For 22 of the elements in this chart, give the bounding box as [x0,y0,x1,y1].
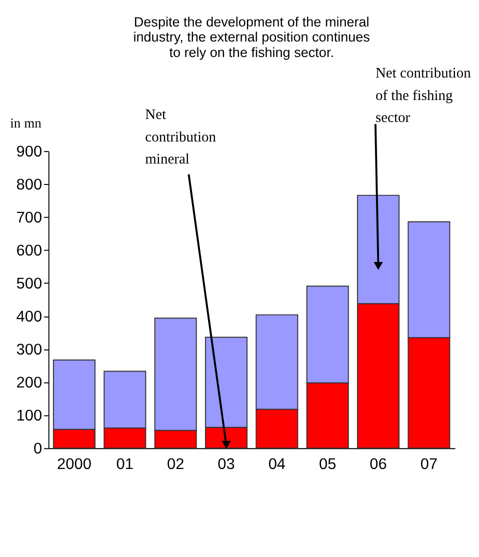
chart-title: Despite the development of the mineral industry, the external position continues to rely on the fishing sector. [133,14,370,60]
x-tick-label: 07 [420,456,438,473]
y-tick-label: 600 [16,242,42,260]
x-tick-label: 02 [166,456,184,473]
y-tick-label: 500 [16,275,42,292]
x-tick-label: 06 [370,456,387,473]
y-tick-label: 200 [16,374,42,392]
y-tick-label: 800 [16,176,42,194]
y-tick-label: 100 [16,407,42,424]
annotation: Net contribution of the fishing sector [375,66,472,126]
annotation: Net contribution mineral [145,107,217,168]
y-tick-label: 300 [16,341,42,358]
x-tick-label: 05 [319,456,336,473]
y-tick-label: 900 [16,143,42,160]
y-tick-label: 0 [33,440,42,458]
x-tick-label: 01 [116,456,134,473]
x-tick-label: 03 [218,456,235,473]
y-tick-label: 400 [16,308,42,326]
x-tick-label: 04 [268,456,286,473]
x-tick-label: 2000 [57,456,92,473]
y-tick-label: 700 [16,209,42,226]
y-axis-title: in mn [10,115,42,130]
